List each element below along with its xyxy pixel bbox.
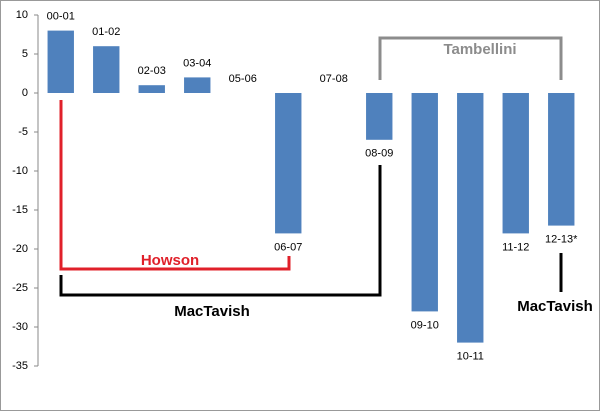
category-label: 00-01 bbox=[47, 11, 75, 23]
category-label: 08-09 bbox=[365, 148, 393, 160]
annotation: Howson bbox=[141, 252, 199, 269]
annotation: Tambellini bbox=[443, 41, 516, 58]
category-label: 09-10 bbox=[411, 319, 439, 331]
y-tick-label: 5 bbox=[22, 48, 28, 60]
category-label: 06-07 bbox=[274, 241, 302, 253]
category-label: 02-03 bbox=[138, 65, 166, 77]
tambellini-bracket bbox=[378, 36, 563, 80]
annotation: MacTavish bbox=[517, 298, 593, 315]
y-tick-label: -35 bbox=[12, 360, 28, 372]
bar bbox=[457, 93, 484, 343]
mactavish-bracket bbox=[59, 165, 382, 297]
bar bbox=[366, 93, 393, 140]
category-label: 12-13* bbox=[545, 234, 578, 246]
howson-bracket bbox=[59, 100, 291, 271]
bar bbox=[548, 93, 575, 226]
bar bbox=[411, 93, 438, 312]
y-tick-label: 0 bbox=[22, 87, 28, 99]
bar bbox=[502, 93, 529, 234]
bar bbox=[93, 46, 120, 93]
y-tick-label: -15 bbox=[12, 204, 28, 216]
category-label: 11-12 bbox=[502, 241, 529, 253]
y-tick-label: -10 bbox=[12, 165, 28, 177]
y-tick-label: -30 bbox=[12, 321, 28, 333]
bar bbox=[275, 93, 302, 234]
category-label: 07-08 bbox=[320, 73, 348, 85]
y-tick-label: -5 bbox=[18, 126, 28, 138]
category-label: 03-04 bbox=[183, 57, 211, 69]
bar bbox=[47, 30, 74, 94]
y-tick-label: -25 bbox=[12, 282, 28, 294]
category-label: 10-11 bbox=[457, 351, 484, 363]
y-tick-label: 10 bbox=[16, 9, 28, 21]
bar bbox=[184, 77, 211, 93]
category-label: 05-06 bbox=[229, 73, 257, 85]
bar bbox=[138, 85, 165, 93]
category-label: 01-02 bbox=[92, 26, 120, 38]
annotation: MacTavish bbox=[174, 303, 250, 320]
y-tick-label: -20 bbox=[12, 243, 28, 255]
